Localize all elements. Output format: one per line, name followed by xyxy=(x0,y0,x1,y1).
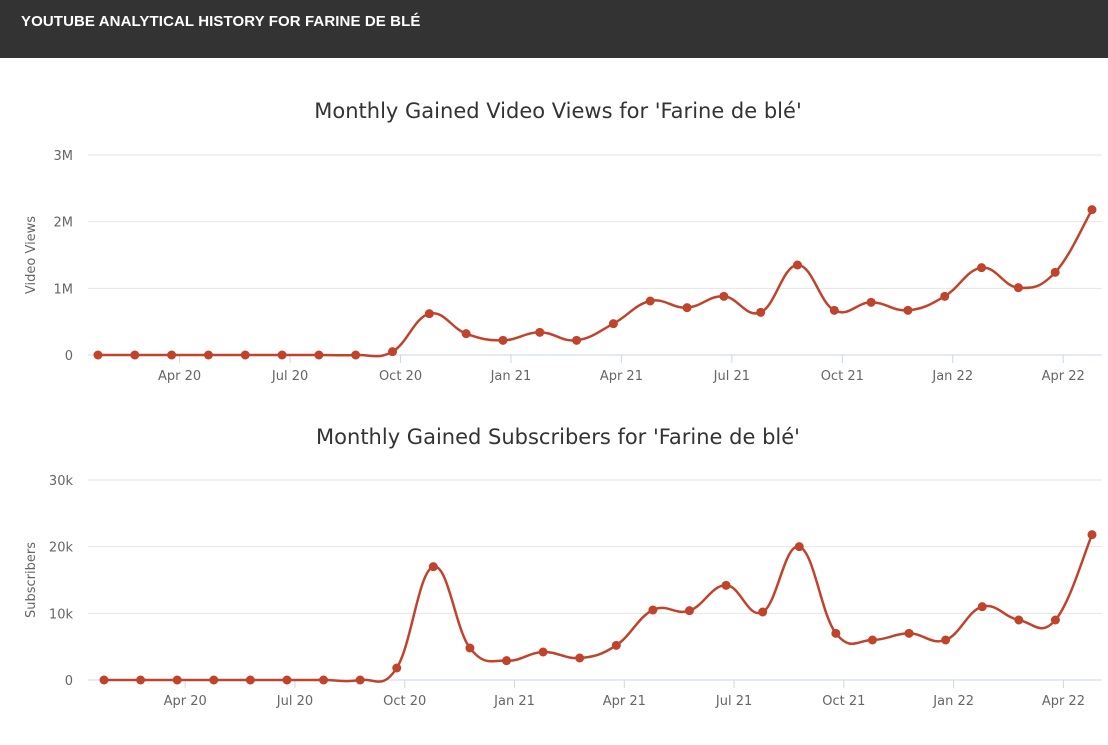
subscribers-x-tick-0: Apr 20 xyxy=(164,694,207,709)
subscribers-point-19 xyxy=(794,542,804,552)
subscribers-x-tick-3: Jan 21 xyxy=(493,694,535,709)
views-point-0 xyxy=(93,350,103,360)
subscribers-y-tick-1: 10k xyxy=(49,607,74,622)
subscribers-point-27 xyxy=(1087,530,1097,540)
subscribers-y-tick-3: 30k xyxy=(49,474,74,489)
views-y-axis-label: Video Views xyxy=(24,216,39,294)
views-point-8 xyxy=(388,347,398,357)
views-chart-title: Monthly Gained Video Views for 'Farine d… xyxy=(314,99,801,123)
views-point-12 xyxy=(535,327,545,337)
views-series-line xyxy=(98,209,1094,358)
subscribers-point-11 xyxy=(502,656,512,666)
subscribers-x-tick-8: Apr 22 xyxy=(1042,694,1085,709)
subscribers-x-tick-2: Oct 20 xyxy=(383,694,426,709)
views-chart: Monthly Gained Video Views for 'Farine d… xyxy=(24,99,1102,384)
views-point-13 xyxy=(572,335,582,345)
views-point-2 xyxy=(167,350,177,360)
views-x-tick-7: Jan 22 xyxy=(931,369,973,384)
subscribers-point-21 xyxy=(867,635,877,645)
page-title: YOUTUBE ANALYTICAL HISTORY FOR FARINE DE… xyxy=(21,13,421,30)
subscribers-point-8 xyxy=(392,663,402,673)
subscribers-chart-title: Monthly Gained Subscribers for 'Farine d… xyxy=(316,425,800,449)
views-point-16 xyxy=(682,303,692,313)
views-x-tick-0: Apr 20 xyxy=(158,369,201,384)
subscribers-x-tick-6: Oct 21 xyxy=(822,694,865,709)
views-y-tick-1: 1M xyxy=(54,282,74,297)
subscribers-point-16 xyxy=(684,606,694,616)
views-point-26 xyxy=(1050,267,1060,277)
views-point-23 xyxy=(940,291,950,301)
subscribers-point-18 xyxy=(758,607,768,617)
views-x-tick-3: Jan 21 xyxy=(490,369,532,384)
subscribers-x-tick-1: Jul 20 xyxy=(276,694,313,709)
subscribers-point-4 xyxy=(245,675,255,685)
subscribers-x-tick-7: Jan 22 xyxy=(932,694,974,709)
views-y-tick-2: 2M xyxy=(54,216,74,231)
views-x-tick-6: Oct 21 xyxy=(821,369,864,384)
views-point-15 xyxy=(645,296,655,306)
subscribers-point-24 xyxy=(977,602,987,612)
views-x-tick-1: Jul 20 xyxy=(271,369,308,384)
subscribers-point-12 xyxy=(538,647,548,657)
subscribers-point-10 xyxy=(465,643,475,653)
subscribers-point-22 xyxy=(904,628,914,638)
subscribers-x-tick-4: Apr 21 xyxy=(603,694,646,709)
subscribers-point-1 xyxy=(136,675,146,685)
views-point-18 xyxy=(756,307,766,317)
subscribers-point-13 xyxy=(575,653,585,663)
subscribers-x-tick-5: Jul 21 xyxy=(715,694,752,709)
views-point-14 xyxy=(608,319,618,329)
views-point-1 xyxy=(130,350,140,360)
views-point-25 xyxy=(1013,283,1023,293)
charts-canvas: Monthly Gained Video Views for 'Farine d… xyxy=(24,99,1102,709)
subscribers-point-7 xyxy=(355,675,365,685)
subscribers-point-3 xyxy=(209,675,219,685)
views-point-3 xyxy=(203,350,213,360)
views-point-19 xyxy=(792,260,802,270)
views-point-6 xyxy=(314,350,324,360)
views-point-20 xyxy=(829,305,839,315)
subscribers-point-5 xyxy=(282,675,292,685)
views-point-4 xyxy=(240,350,250,360)
subscribers-series-line xyxy=(104,534,1094,683)
views-x-tick-2: Oct 20 xyxy=(379,369,422,384)
subscribers-point-25 xyxy=(1014,615,1024,625)
views-y-tick-0: 0 xyxy=(65,349,73,364)
subscribers-point-26 xyxy=(1050,615,1060,625)
views-point-7 xyxy=(351,350,361,360)
views-point-22 xyxy=(903,305,913,315)
subscribers-point-6 xyxy=(319,675,329,685)
views-point-21 xyxy=(866,297,876,307)
views-y-tick-3: 3M xyxy=(54,149,74,164)
views-point-10 xyxy=(461,329,471,339)
subscribers-point-14 xyxy=(611,640,621,650)
subscribers-point-9 xyxy=(428,562,438,572)
subscribers-point-15 xyxy=(648,605,658,615)
views-x-tick-4: Apr 21 xyxy=(600,369,643,384)
views-point-24 xyxy=(977,263,987,273)
views-point-17 xyxy=(719,291,729,301)
views-point-27 xyxy=(1087,205,1097,215)
subscribers-chart: Monthly Gained Subscribers for 'Farine d… xyxy=(24,425,1102,709)
subscribers-point-17 xyxy=(721,580,731,590)
subscribers-y-axis-label: Subscribers xyxy=(24,542,39,618)
views-point-9 xyxy=(424,309,434,319)
views-point-11 xyxy=(498,335,508,345)
subscribers-point-2 xyxy=(172,675,182,685)
views-x-tick-8: Apr 22 xyxy=(1042,369,1085,384)
header-bar: YOUTUBE ANALYTICAL HISTORY FOR FARINE DE… xyxy=(0,0,1108,58)
subscribers-y-tick-0: 0 xyxy=(65,674,73,689)
views-point-5 xyxy=(277,350,287,360)
subscribers-point-0 xyxy=(99,675,109,685)
subscribers-y-tick-2: 20k xyxy=(49,541,74,556)
subscribers-point-20 xyxy=(831,628,841,638)
views-x-tick-5: Jul 21 xyxy=(713,369,750,384)
subscribers-point-23 xyxy=(941,635,951,645)
